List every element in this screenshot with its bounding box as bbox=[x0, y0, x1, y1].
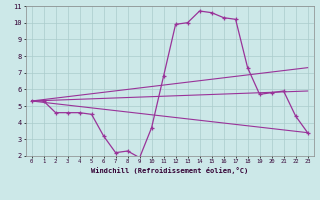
X-axis label: Windchill (Refroidissement éolien,°C): Windchill (Refroidissement éolien,°C) bbox=[91, 167, 248, 174]
